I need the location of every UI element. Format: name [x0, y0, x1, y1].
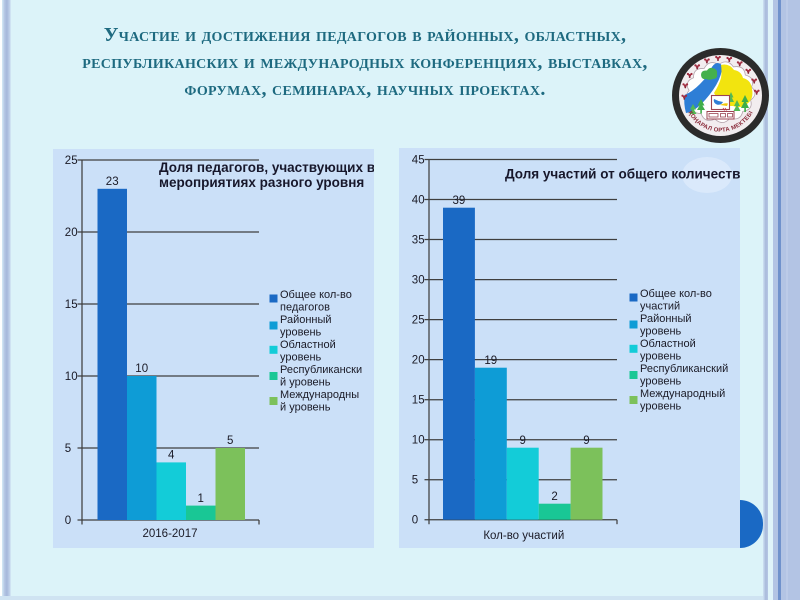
svg-text:9: 9 [519, 435, 525, 447]
svg-text:2016-2017: 2016-2017 [143, 528, 198, 540]
svg-text:уровень: уровень [640, 401, 682, 413]
svg-text:Республиканский: Республиканский [640, 363, 728, 375]
svg-text:25: 25 [65, 155, 78, 167]
svg-text:20: 20 [412, 355, 425, 367]
svg-text:10: 10 [412, 435, 425, 447]
svg-text:5: 5 [65, 443, 71, 455]
svg-text:Доля педагогов, участвующих в: Доля педагогов, участвующих в [159, 160, 374, 175]
svg-text:25: 25 [412, 315, 425, 327]
svg-text:Общее кол-во: Общее кол-во [280, 289, 352, 301]
svg-text:19: 19 [484, 355, 497, 367]
svg-text:Районный: Районный [280, 314, 332, 326]
svg-text:30: 30 [412, 275, 425, 287]
svg-text:Кол-во участий: Кол-во участий [483, 530, 564, 542]
svg-text:уровень: уровень [280, 352, 322, 364]
svg-text:0: 0 [65, 515, 71, 527]
svg-text:39: 39 [453, 195, 466, 207]
svg-text:Областной: Областной [280, 339, 336, 351]
svg-text:уровень: уровень [640, 376, 682, 388]
svg-text:Республикански: Республикански [280, 364, 362, 376]
svg-text:15: 15 [412, 395, 425, 407]
svg-text:9: 9 [583, 435, 589, 447]
svg-text:Районный: Районный [640, 313, 692, 325]
svg-text:й уровень: й уровень [280, 402, 331, 414]
svg-text:40: 40 [412, 195, 425, 207]
svg-text:10: 10 [135, 363, 148, 375]
svg-text:Международны: Международны [280, 389, 359, 401]
svg-text:Доля участий от общего количес: Доля участий от общего количеств [505, 167, 740, 182]
svg-text:0: 0 [412, 515, 418, 527]
svg-text:10: 10 [65, 371, 78, 383]
svg-text:участий: участий [640, 301, 680, 313]
svg-text:Международный: Международный [640, 388, 725, 400]
svg-text:уровень: уровень [640, 326, 682, 338]
svg-text:15: 15 [65, 299, 78, 311]
svg-text:1: 1 [197, 493, 203, 505]
svg-text:20: 20 [65, 227, 78, 239]
svg-text:Областной: Областной [640, 338, 696, 350]
svg-text:педагогов: педагогов [280, 302, 330, 314]
svg-text:мероприятиях разного уровня: мероприятиях разного уровня [159, 175, 364, 190]
svg-text:2: 2 [551, 491, 557, 503]
svg-text:35: 35 [412, 235, 425, 247]
svg-text:уровень: уровень [280, 327, 322, 339]
svg-text:4: 4 [168, 450, 175, 462]
svg-text:45: 45 [412, 155, 425, 167]
svg-text:уровень: уровень [640, 351, 682, 363]
svg-text:й уровень: й уровень [280, 377, 331, 389]
svg-text:Общее кол-во: Общее кол-во [640, 288, 712, 300]
svg-text:23: 23 [106, 176, 119, 188]
svg-text:5: 5 [412, 475, 418, 487]
svg-text:5: 5 [227, 435, 233, 447]
